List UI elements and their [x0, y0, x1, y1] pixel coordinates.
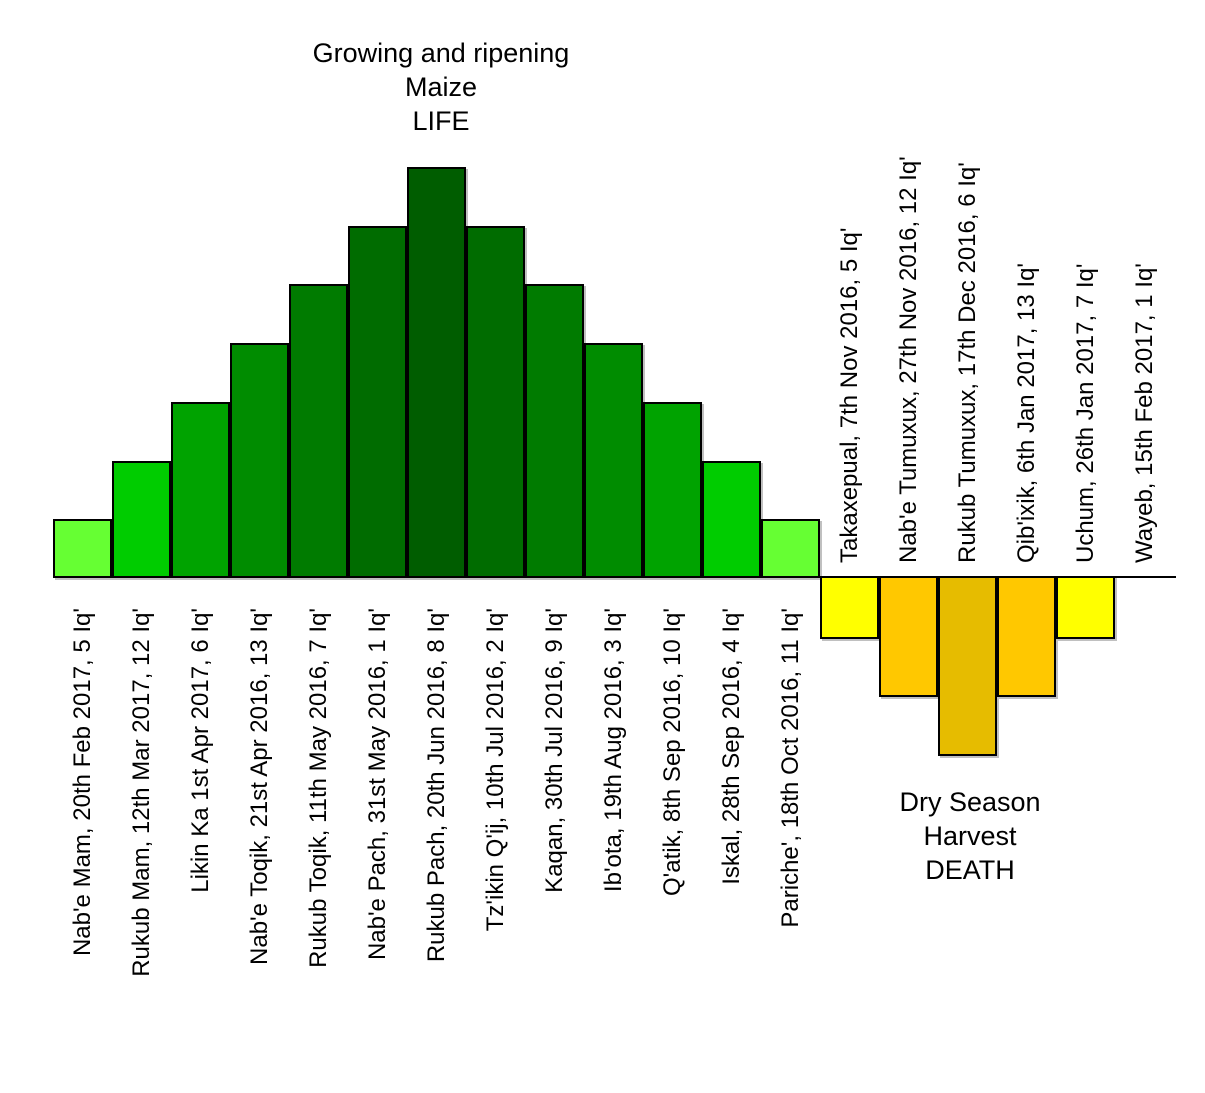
life-bar-label: Nab'e Toqik, 21st Apr 2016, 13 Iq' [246, 608, 273, 965]
life-bar [171, 402, 230, 578]
death-bar [879, 576, 938, 697]
life-bar [466, 226, 525, 578]
life-title-line: Growing and ripening [312, 38, 570, 68]
life-bar-label: Tz'ikin Q'ij, 10th Jul 2016, 2 Iq' [482, 608, 509, 932]
life-bar [525, 284, 584, 578]
life-bar-label: Iskal, 28th Sep 2016, 4 Iq' [718, 608, 745, 885]
life-bar-label: Ib'ota, 19th Aug 2016, 3 Iq' [600, 608, 627, 893]
life-bar [53, 519, 112, 578]
death-title: Dry Season Harvest DEATH [845, 785, 1095, 887]
life-bar-label: Likin Ka 1st Apr 2017, 6 Iq' [187, 608, 214, 893]
life-bar [348, 226, 407, 578]
life-bar [584, 343, 643, 578]
death-bar-label: Nab'e Tumuxux, 27th Nov 2016, 12 Iq' [895, 156, 922, 563]
life-bar [230, 343, 289, 578]
death-bar [938, 576, 997, 756]
life-bar-label: Rukub Toqik, 11th May 2016, 7 Iq' [305, 608, 332, 968]
death-bar-label: Uchum, 26th Jan 2017, 7 Iq' [1072, 263, 1099, 563]
death-bar-label: Rukub Tumuxux, 17th Dec 2016, 6 Iq' [954, 162, 981, 563]
life-bar [407, 167, 466, 578]
death-bar [1056, 576, 1115, 639]
death-title-line: Dry Season [899, 787, 1041, 817]
life-bar [289, 284, 348, 578]
life-bar-label: Kaqan, 30th Jul 2016, 9 Iq' [541, 608, 568, 893]
life-bar-label: Q'atik, 8th Sep 2016, 10 Iq' [659, 608, 686, 897]
life-bar-label: Pariche', 18th Oct 2016, 11 Iq' [777, 608, 804, 928]
death-bar-label: Qib'ixik, 6th Jan 2017, 13 Iq' [1013, 262, 1040, 563]
death-bar-label: Wayeb, 15th Feb 2017, 1 Iq' [1131, 263, 1158, 563]
life-bar-label: Nab'e Pach, 31st May 2016, 1 Iq' [364, 608, 391, 961]
death-title-line: DEATH [925, 855, 1015, 885]
life-bar [643, 402, 702, 578]
death-title-line: Harvest [923, 821, 1017, 851]
life-bar-label: Rukub Pach, 20th Jun 2016, 8 Iq' [423, 608, 450, 963]
life-title: Growing and ripening Maize LIFE [241, 36, 641, 138]
death-bar-label: Takaxepual, 7th Nov 2016, 5 Iq' [836, 227, 863, 563]
life-bar [112, 461, 171, 578]
life-bar-label: Rukub Mam, 12th Mar 2017, 12 Iq' [128, 608, 155, 977]
life-bar-label: Nab'e Mam, 20th Feb 2017, 5 Iq' [69, 608, 96, 957]
life-bar [761, 519, 820, 578]
life-title-line: Maize [404, 72, 478, 102]
life-bar [702, 461, 761, 578]
death-bar [997, 576, 1056, 697]
death-bar [820, 576, 879, 639]
life-title-line: LIFE [412, 106, 470, 136]
